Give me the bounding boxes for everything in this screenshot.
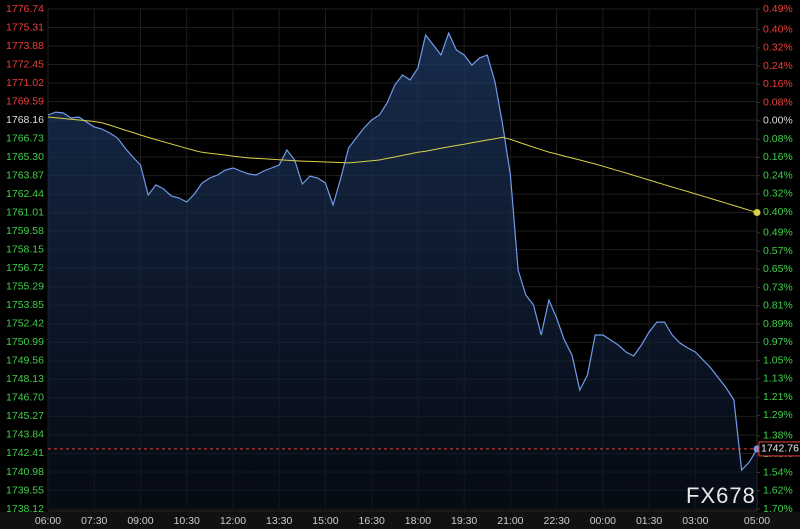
end-dot [753, 209, 761, 217]
x-tick-label: 06:00 [35, 515, 61, 527]
x-tick-label: 10:30 [174, 515, 200, 527]
y-tick-label: 1772.45 [6, 58, 44, 70]
x-tick-label: 00:00 [590, 515, 616, 527]
y-tick-label: 1773.88 [6, 40, 44, 52]
y-tick-label: 1776.74 [6, 3, 44, 15]
y2-tick-label: 0.40% [763, 23, 793, 35]
y2-tick-label: 0.32% [763, 188, 793, 200]
y2-tick-label: 0.40% [763, 206, 793, 218]
average-line [47, 116, 758, 213]
y-tick-label: 1758.15 [6, 243, 44, 255]
y2-tick-label: 0.73% [763, 281, 793, 293]
x-tick-label: 12:00 [220, 515, 246, 527]
y-tick-label: 1769.59 [6, 95, 44, 107]
y-tick-label: 1739.55 [6, 484, 44, 496]
y2-tick-label: 0.49% [763, 227, 793, 239]
y-tick-label: 1753.85 [6, 299, 44, 311]
y2-tick-label: 0.57% [763, 245, 793, 257]
y-tick-label: 1763.87 [6, 169, 44, 181]
y2-tick-label: 0.32% [763, 42, 793, 54]
y-tick-label: 1746.70 [6, 392, 44, 404]
x-tick-label: 13:30 [266, 515, 292, 527]
y2-tick-label: 0.89% [763, 318, 793, 330]
y-tick-label: 1749.56 [6, 355, 44, 367]
last-price-label: 1742.76 [761, 443, 799, 455]
y-tick-label: 1775.31 [6, 21, 44, 33]
y-tick-label: 1759.58 [6, 225, 44, 237]
y2-tick-label: 0.81% [763, 300, 793, 312]
y-tick-label: 1755.29 [6, 280, 44, 292]
x-tick-label: 07:30 [81, 515, 107, 527]
x-tick-label: 01:30 [636, 515, 662, 527]
y2-tick-label: 0.65% [763, 263, 793, 275]
y2-tick-label: 1.62% [763, 485, 793, 497]
x-tick-label: 19:30 [451, 515, 477, 527]
x-tick-label: 21:00 [497, 515, 523, 527]
price-line [47, 31, 758, 472]
x-tick-label: 16:30 [359, 515, 385, 527]
y-tick-label: 1762.44 [6, 188, 44, 200]
y-tick-label: 1771.02 [6, 77, 44, 89]
y-tick-label: 1743.84 [6, 429, 44, 441]
y2-tick-label: 1.29% [763, 409, 793, 421]
y2-tick-label: 0.08% [763, 133, 793, 145]
y-tick-label: 1742.41 [6, 447, 44, 459]
y2-tick-label: 1.05% [763, 354, 793, 366]
y-tick-label: 1750.99 [6, 336, 44, 348]
y2-tick-label: 1.21% [763, 391, 793, 403]
y2-tick-label: 1.13% [763, 373, 793, 385]
y-tick-label: 1761.01 [6, 206, 44, 218]
y-tick-label: 1765.30 [6, 151, 44, 163]
y2-tick-label: 0.00% [763, 115, 793, 127]
y2-tick-label: 0.08% [763, 96, 793, 108]
y-tick-label: 1738.12 [6, 503, 44, 515]
y2-tick-label: 1.70% [763, 503, 793, 515]
y-tick-label: 1768.16 [6, 114, 44, 126]
y2-tick-label: 0.49% [763, 3, 793, 15]
y-tick-label: 1740.98 [6, 466, 44, 478]
y-tick-label: 1766.73 [6, 132, 44, 144]
x-tick-label: 09:00 [127, 515, 153, 527]
y2-tick-label: 1.54% [763, 466, 793, 478]
y-tick-label: 1748.13 [6, 373, 44, 385]
y2-tick-label: 0.24% [763, 169, 793, 181]
y-tick-label: 1745.27 [6, 410, 44, 422]
y2-tick-label: 0.16% [763, 151, 793, 163]
x-tick-label: 18:00 [405, 515, 431, 527]
x-tick-label: 03:00 [682, 515, 708, 527]
x-axis-band [0, 512, 800, 529]
watermark: FX678 [686, 483, 756, 508]
x-tick-label: 05:00 [744, 515, 770, 527]
y-tick-label: 1756.72 [6, 262, 44, 274]
y2-tick-label: 0.16% [763, 78, 793, 90]
x-tick-label: 15:00 [312, 515, 338, 527]
y2-tick-label: 0.97% [763, 336, 793, 348]
y-tick-label: 1752.42 [6, 318, 44, 330]
y2-tick-label: 1.38% [763, 430, 793, 442]
last-price-box [758, 441, 800, 457]
y2-tick-label: 0.24% [763, 60, 793, 72]
x-tick-label: 22:30 [543, 515, 569, 527]
